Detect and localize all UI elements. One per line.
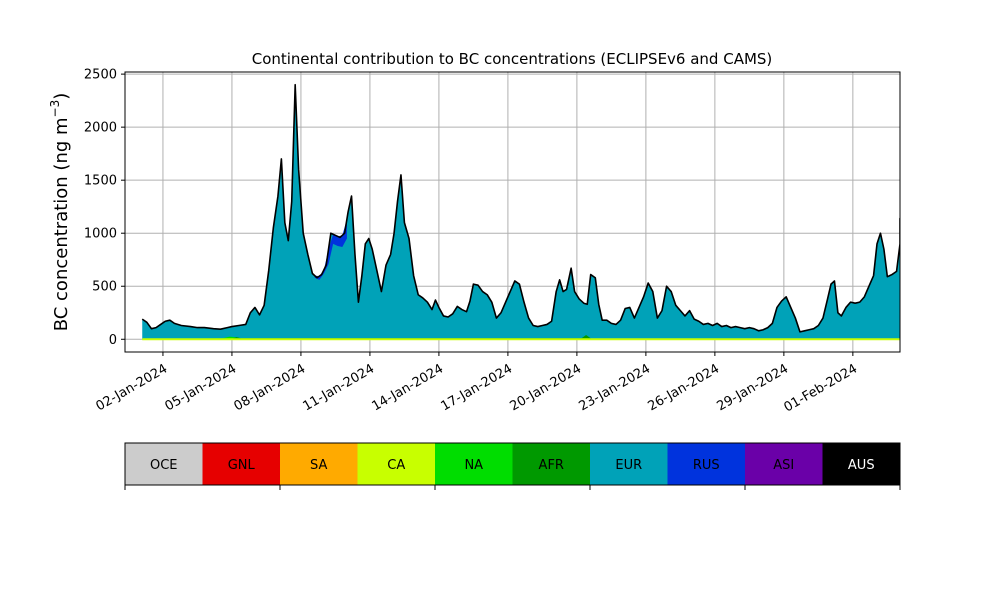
- colorbar-label-sa: SA: [310, 458, 327, 473]
- y-tick-label: 1000: [84, 227, 117, 242]
- series-area-afr: [231, 335, 591, 340]
- colorbar-frame: [124, 442, 901, 486]
- colorbar-label-rus: RUS: [693, 458, 720, 473]
- x-tick-label: 23-Jan-2024: [576, 361, 653, 414]
- y-tick-label: 500: [92, 280, 117, 295]
- x-tick-label: 08-Jan-2024: [232, 361, 309, 414]
- colorbar-label-oce: OCE: [150, 458, 178, 473]
- plot-frame: [124, 71, 901, 353]
- axes-frame: [124, 71, 901, 353]
- colorbar-label-ca: CA: [387, 458, 405, 473]
- colorbar-swatch-na: [435, 443, 513, 485]
- region-colorbar: OCE GNL SA CA NA AFR EUR RUS ASI AUS: [124, 442, 901, 490]
- chart-title: Continental contribution to BC concentra…: [252, 50, 773, 68]
- colorbar-swatch-ca: [357, 443, 435, 485]
- y-axis-ticks: 0 500 1000 1500 2000 2500: [84, 68, 125, 348]
- colorbar-swatch-asi: [745, 443, 823, 485]
- x-tick-label: 05-Jan-2024: [163, 361, 240, 414]
- x-tick-label: 11-Jan-2024: [301, 361, 378, 414]
- series-area-eur: [142, 84, 900, 340]
- colorbar-label-aus: AUS: [848, 458, 875, 473]
- y-axis-label: BC concentration (ng m−3): [48, 93, 72, 332]
- colorbar-swatch-afr: [512, 443, 590, 485]
- y-tick-label: 1500: [84, 174, 117, 189]
- colorbar-swatch-gnl: [202, 443, 280, 485]
- y-axis-label-close: ): [51, 93, 72, 100]
- colorbar-swatch-sa: [280, 443, 358, 485]
- colorbar-label-afr: AFR: [539, 458, 564, 473]
- x-tick-label: 29-Jan-2024: [714, 361, 791, 414]
- colorbar-label-asi: ASI: [773, 458, 794, 473]
- x-tick-label: 26-Jan-2024: [645, 361, 722, 414]
- y-tick-label: 0: [109, 333, 117, 348]
- x-tick-label: 20-Jan-2024: [507, 361, 584, 414]
- y-axis-label-text: BC concentration (ng m: [51, 117, 72, 331]
- series-area-rus: [314, 219, 347, 280]
- svg-text:BC concentration (ng m−3): BC concentration (ng m−3): [48, 93, 72, 332]
- x-tick-label: 17-Jan-2024: [439, 361, 516, 414]
- colorbar-swatch-aus: [822, 443, 900, 485]
- colorbar-swatch-rus: [667, 443, 745, 485]
- stacked-area-layer: [141, 83, 900, 341]
- x-tick-label: 01-Feb-2024: [782, 361, 861, 415]
- colorbar-swatch-oce: [125, 443, 203, 485]
- y-axis-label-superscript: −3: [48, 100, 62, 118]
- colorbar-label-gnl: GNL: [228, 458, 256, 473]
- y-tick-label: 2000: [84, 121, 117, 136]
- x-axis-ticks: 02-Jan-202405-Jan-202408-Jan-202411-Jan-…: [94, 352, 861, 415]
- colorbar-label-na: NA: [464, 458, 483, 473]
- total-line: [141, 83, 900, 333]
- x-tick-label: 14-Jan-2024: [370, 361, 447, 414]
- y-tick-label: 2500: [84, 68, 117, 83]
- x-tick-label: 02-Jan-2024: [94, 361, 171, 414]
- colorbar-swatch-eur: [590, 443, 668, 485]
- colorbar-label-eur: EUR: [615, 458, 642, 473]
